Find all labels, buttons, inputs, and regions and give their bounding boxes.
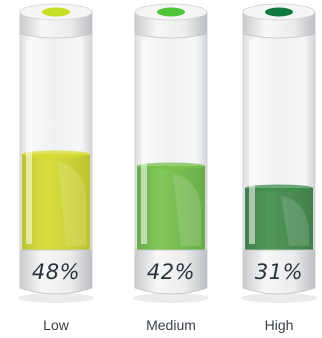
tube-high: 31% High <box>237 0 321 338</box>
tube-medium-reflection <box>141 40 147 244</box>
tube-low-shadow <box>18 293 94 303</box>
tube-medium-liquid-surface <box>137 163 205 170</box>
tube-low-cap-indicator <box>42 8 70 17</box>
tube-high-cap-indicator <box>265 8 293 17</box>
tube-high-graphic <box>237 0 321 300</box>
tube-low: 48% Low <box>14 0 98 338</box>
tube-low-label: Low <box>14 317 98 333</box>
tube-high-reflection <box>249 40 255 244</box>
tube-medium-graphic <box>129 0 213 300</box>
tube-high-percent: 31% <box>237 260 321 284</box>
tube-high-label: High <box>237 317 321 333</box>
tube-medium-shadow <box>133 293 209 303</box>
tube-high-liquid-surface <box>245 185 313 192</box>
tube-medium: 42% Medium <box>129 0 213 338</box>
tube-low-liquid-surface <box>22 151 90 158</box>
tube-medium-label: Medium <box>129 317 213 333</box>
tube-low-percent: 48% <box>14 260 98 284</box>
tube-high-shadow <box>241 293 317 303</box>
tube-low-graphic <box>14 0 98 300</box>
tube-medium-percent: 42% <box>129 260 213 284</box>
tube-medium-cap-indicator <box>157 8 185 17</box>
tube-low-reflection <box>26 40 32 244</box>
